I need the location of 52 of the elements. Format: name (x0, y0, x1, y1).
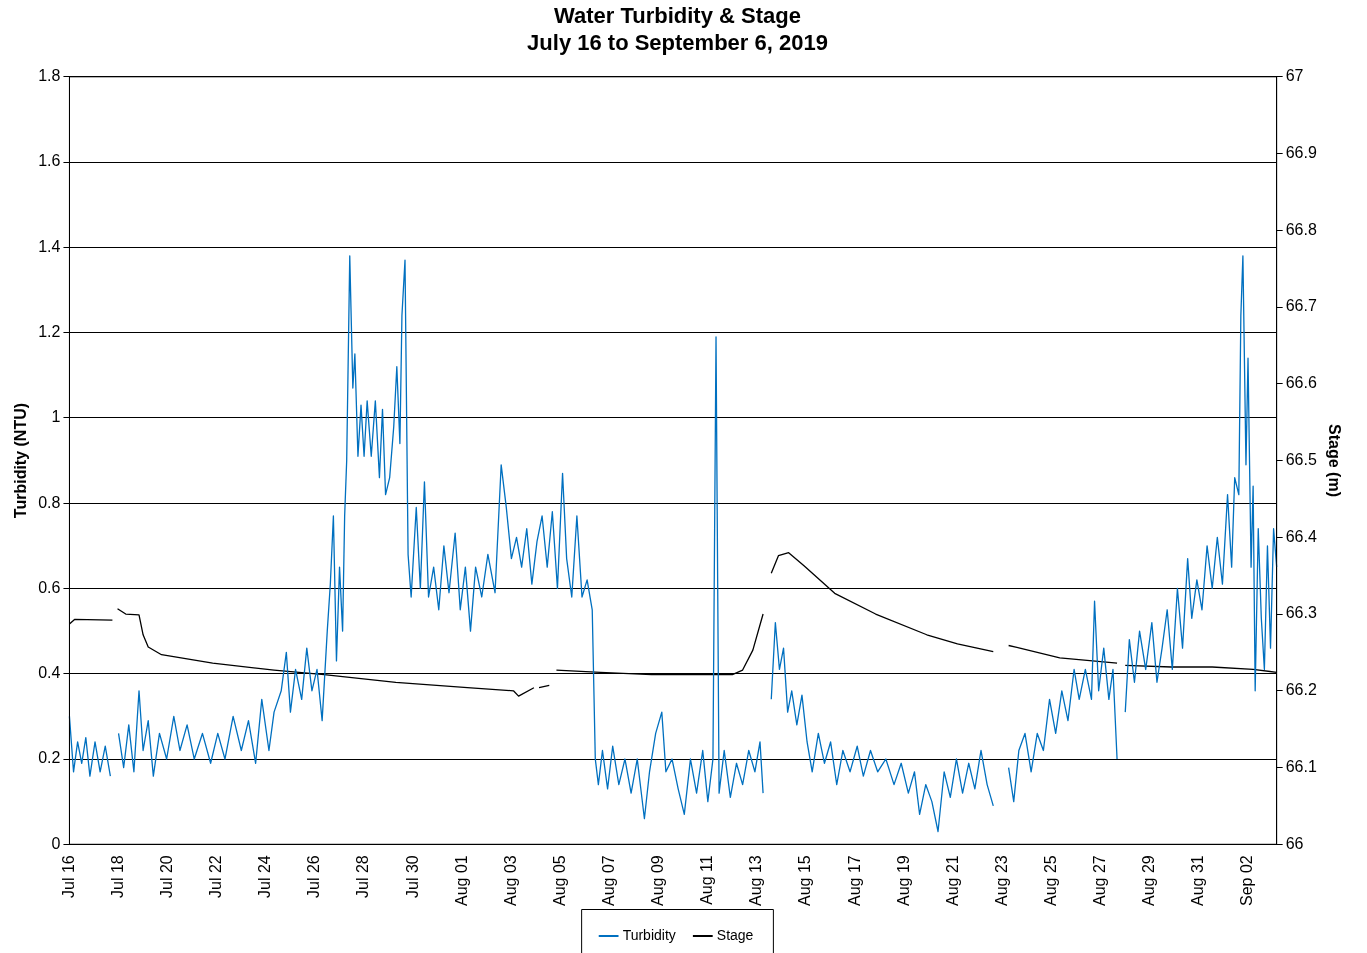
x-tick-label: Jul 20 (158, 855, 176, 898)
y-tick-label: 0.6 (38, 578, 61, 596)
x-tick-label: Jul 16 (59, 855, 77, 898)
x-tick-label: Aug 03 (501, 855, 519, 907)
legend-label: Stage (716, 926, 754, 943)
y-tick-label: 1.2 (38, 323, 61, 341)
y2-tick-label: 66 (1285, 834, 1304, 852)
x-tick-label: Aug 19 (894, 855, 912, 907)
x-tick-label: Jul 26 (305, 855, 323, 898)
y-tick-label: 0 (51, 834, 61, 852)
chart-subtitle: July 16 to September 6, 2019 (527, 29, 828, 55)
x-tick-label: Aug 23 (992, 855, 1010, 907)
x-tick-label: Aug 11 (698, 855, 716, 905)
y2-tick-label: 66.2 (1285, 681, 1317, 699)
chart-title: Water Turbidity & Stage (554, 3, 801, 29)
x-tick-label: Aug 31 (1189, 855, 1207, 907)
y2-tick-label: 66.6 (1285, 374, 1317, 392)
y2-tick-label: 66.7 (1285, 297, 1317, 315)
y-tick-label: 0.8 (38, 493, 61, 511)
x-tick-label: Aug 01 (452, 855, 470, 907)
x-tick-label: Aug 09 (649, 855, 667, 907)
x-tick-label: Jul 18 (108, 855, 126, 898)
y-tick-label: 1.8 (38, 67, 61, 85)
y2-tick-label: 66.5 (1285, 450, 1317, 468)
x-tick-label: Jul 28 (354, 855, 372, 898)
y-tick-label: 1 (51, 408, 61, 426)
x-tick-label: Aug 29 (1140, 855, 1158, 907)
y-tick-label: 1.6 (38, 152, 61, 170)
y-axis-title: Turbidity (NTU) (12, 402, 30, 519)
x-tick-label: Jul 22 (207, 855, 225, 898)
x-tick-label: Aug 25 (1041, 855, 1059, 907)
y-tick-label: 0.4 (38, 664, 61, 682)
y-tick-label: 0.2 (38, 749, 61, 767)
y2-axis-title: Stage (m) (1325, 424, 1343, 497)
x-tick-label: Aug 07 (600, 855, 618, 907)
y2-tick-label: 66.1 (1285, 757, 1317, 775)
y2-tick-label: 67 (1285, 67, 1304, 85)
x-tick-label: Sep 02 (1238, 855, 1256, 907)
x-tick-label: Aug 13 (747, 855, 765, 907)
legend-label: Turbidity (622, 926, 676, 943)
x-tick-label: Aug 27 (1091, 855, 1109, 907)
y2-tick-label: 66.4 (1285, 527, 1317, 545)
y-tick-label: 1.4 (38, 237, 61, 255)
x-tick-label: Aug 15 (796, 855, 814, 907)
x-tick-label: Aug 17 (845, 855, 863, 907)
x-tick-label: Jul 24 (256, 855, 274, 898)
x-tick-label: Aug 05 (550, 855, 568, 907)
x-tick-label: Jul 30 (403, 855, 421, 898)
x-tick-label: Aug 21 (943, 855, 961, 907)
y2-tick-label: 66.3 (1285, 604, 1317, 622)
y2-tick-label: 66.8 (1285, 220, 1317, 238)
y2-tick-label: 66.9 (1285, 143, 1317, 161)
